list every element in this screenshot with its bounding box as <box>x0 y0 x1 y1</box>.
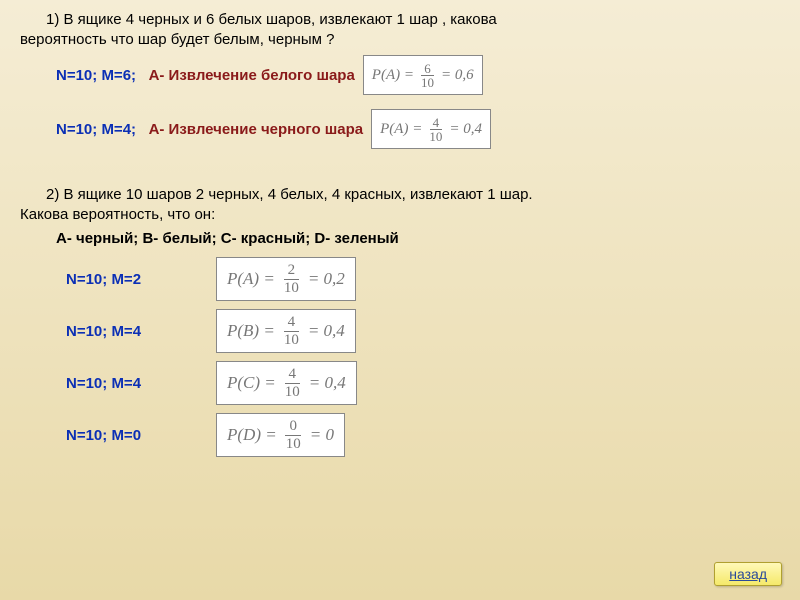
f-den: 10 <box>426 130 445 143</box>
f-rhs: = 0 <box>310 425 334 445</box>
p2-line-a: 2) В ящике 10 шаров 2 черных, 4 белых, 4… <box>46 186 533 203</box>
p2-row-0: N=10; M=2 P(A) = 2 10 = 0,2 <box>66 257 780 301</box>
p2-formula-2: P(C) = 4 10 = 0,4 <box>216 361 357 405</box>
f-rhs: = 0,2 <box>308 269 345 289</box>
back-button[interactable]: назад <box>714 562 782 586</box>
p2-line-b: Какова вероятность, что он: <box>20 206 215 223</box>
f-lhs: P(A) = <box>227 269 275 289</box>
p2-formula-1: P(B) = 4 10 = 0,4 <box>216 309 356 353</box>
fraction-icon: 0 10 <box>282 419 305 452</box>
fraction-icon: 6 10 <box>418 62 437 89</box>
p1-formula-2: P(A) = 4 10 = 0,4 <box>371 109 491 149</box>
f-num: 2 <box>284 263 300 280</box>
p1-row-1: N=10; M=6; А- Извлечение белого шара P(A… <box>56 55 780 95</box>
f-rhs: = 0,4 <box>308 321 345 341</box>
f-num: 0 <box>285 419 301 436</box>
f-lhs: P(D) = <box>227 425 277 445</box>
slide-container: 1) В ящике 4 черных и 6 белых шаров, изв… <box>0 0 800 475</box>
p1-line-a: 1) В ящике 4 черных и 6 белых шаров, изв… <box>46 11 497 28</box>
f-num: 4 <box>285 367 301 384</box>
p2-formula-3: P(D) = 0 10 = 0 <box>216 413 345 457</box>
f-den: 10 <box>280 280 303 296</box>
p2-formula-0: P(A) = 2 10 = 0,2 <box>216 257 356 301</box>
p1-desc-2: А- Извлечение черного шара <box>149 121 364 138</box>
p2-nm-0: N=10; M=2 <box>66 271 176 288</box>
p1-nm-1: N=10; M=6; <box>56 67 136 84</box>
f-num: 4 <box>284 315 300 332</box>
p2-row-3: N=10; M=0 P(D) = 0 10 = 0 <box>66 413 780 457</box>
p2-nm-1: N=10; M=4 <box>66 323 176 340</box>
problem-1-text: 1) В ящике 4 черных и 6 белых шаров, изв… <box>20 10 780 49</box>
f-den: 10 <box>281 384 304 400</box>
fraction-icon: 4 10 <box>281 367 304 400</box>
f-num: 6 <box>421 62 434 76</box>
p1-nm-2: N=10; M=4; <box>56 121 136 138</box>
f-den: 10 <box>282 436 305 452</box>
p1-row-2: N=10; M=4; А- Извлечение черного шара P(… <box>56 109 780 149</box>
f-lhs: P(B) = <box>227 321 275 341</box>
f-lhs: P(A) = <box>380 121 422 138</box>
f-den: 10 <box>280 332 303 348</box>
fraction-icon: 4 10 <box>280 315 303 348</box>
fraction-icon: 4 10 <box>426 116 445 143</box>
p2-row-2: N=10; M=4 P(C) = 4 10 = 0,4 <box>66 361 780 405</box>
f-rhs: = 0,4 <box>449 121 482 138</box>
p2-nm-3: N=10; M=0 <box>66 427 176 444</box>
p1-line-b: вероятность что шар будет белым, черным … <box>20 31 334 48</box>
f-rhs: = 0,4 <box>309 373 346 393</box>
p2-row-1: N=10; M=4 P(B) = 4 10 = 0,4 <box>66 309 780 353</box>
p2-nm-2: N=10; M=4 <box>66 375 176 392</box>
problem-2-text: 2) В ящике 10 шаров 2 черных, 4 белых, 4… <box>20 185 780 224</box>
f-den: 10 <box>418 76 437 89</box>
p1-desc-1: А- Извлечение белого шара <box>149 67 355 84</box>
p2-events: А- черный; В- белый; С- красный; D- зеле… <box>56 230 780 247</box>
f-rhs: = 0,6 <box>441 67 474 84</box>
fraction-icon: 2 10 <box>280 263 303 296</box>
f-lhs: P(C) = <box>227 373 276 393</box>
f-num: 4 <box>430 116 443 130</box>
f-lhs: P(A) = <box>372 67 414 84</box>
p1-formula-1: P(A) = 6 10 = 0,6 <box>363 55 483 95</box>
